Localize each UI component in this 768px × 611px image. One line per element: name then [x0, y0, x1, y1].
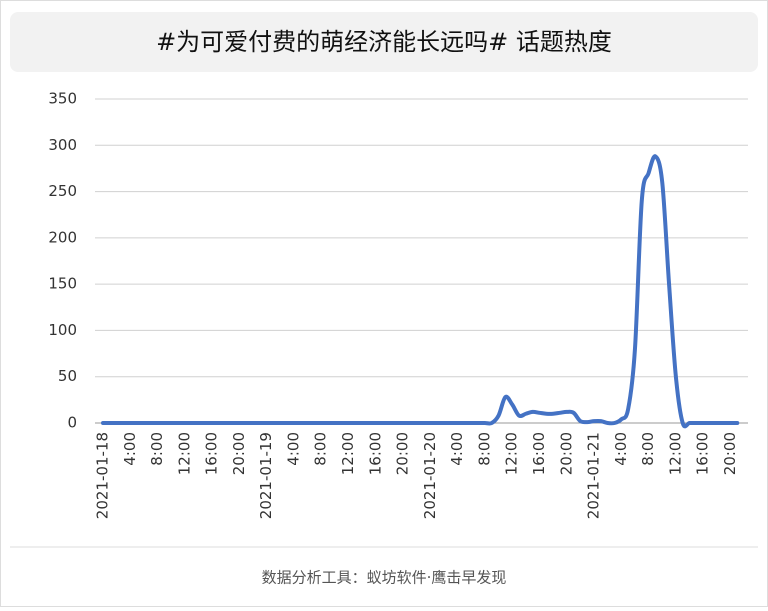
x-tick-label: 4:00 [448, 432, 466, 466]
x-tick-label: 16:00 [530, 432, 548, 475]
y-tick-label: 300 [48, 136, 77, 154]
x-tick-label: 2021-01-21 [585, 432, 603, 519]
x-tick-label: 20:00 [557, 432, 575, 475]
x-tick-label: 16:00 [694, 432, 712, 475]
x-tick-label: 4:00 [612, 432, 630, 466]
x-tick-label: 12:00 [666, 432, 684, 475]
x-tick-label: 2021-01-20 [421, 432, 439, 519]
x-tick-label: 20:00 [394, 432, 412, 475]
line [101, 154, 740, 429]
y-tick-label: 350 [48, 90, 77, 108]
x-tick-label: 8:00 [475, 432, 493, 466]
y-tick-label: 50 [58, 367, 77, 385]
chart-title: #为可爱付费的萌经济能长远吗# 话题热度 [156, 28, 612, 56]
x-tick-label: 4:00 [284, 432, 302, 466]
x-tick-label: 20:00 [230, 432, 248, 475]
x-tick-label: 16:00 [366, 432, 384, 475]
y-tick-label: 0 [67, 414, 77, 432]
footer: 数据分析工具：蚁坊软件·鹰击早发现 [262, 569, 507, 587]
y-tick-label: 200 [48, 228, 77, 246]
x-tick-label: 16:00 [203, 432, 221, 475]
y-tick-label: 250 [48, 182, 77, 200]
x-tick-label: 12:00 [175, 432, 193, 475]
y-tick-label: 150 [48, 275, 77, 293]
x-tick-label: 20:00 [721, 432, 739, 475]
x-tick-label: 12:00 [339, 432, 357, 475]
x-tick-label: 8:00 [312, 432, 330, 466]
x-tick-label: 12:00 [503, 432, 521, 475]
x-tick-label: 2021-01-19 [257, 432, 275, 519]
x-tick-label: 4:00 [121, 432, 139, 466]
y-tick-label: 100 [48, 321, 77, 339]
title-box [10, 12, 758, 72]
x-tick-label: 8:00 [148, 432, 166, 466]
x-tick-label: 8:00 [639, 432, 657, 466]
x-tick-label: 2021-01-18 [94, 432, 112, 519]
